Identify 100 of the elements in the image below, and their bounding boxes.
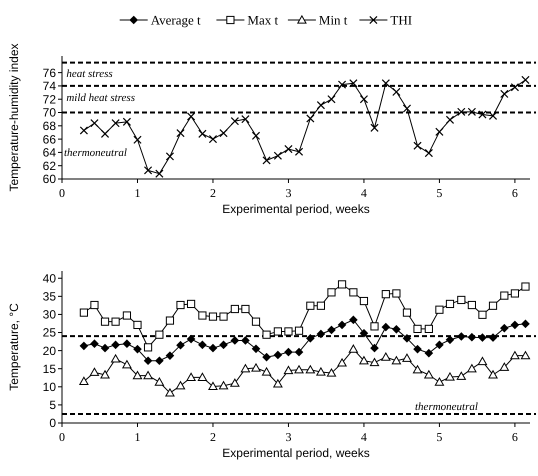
point <box>251 363 261 372</box>
x-tick-label: 0 <box>59 430 65 444</box>
point <box>316 101 326 110</box>
point <box>230 336 239 345</box>
point <box>338 280 346 288</box>
point <box>338 320 346 330</box>
point <box>478 110 487 119</box>
point <box>284 366 294 374</box>
point <box>80 126 88 135</box>
y-axis-title: Temperature, °C <box>7 302 21 391</box>
point <box>359 356 369 364</box>
point <box>510 289 520 298</box>
point <box>186 372 196 381</box>
y-tick-label: 66 <box>42 132 56 146</box>
point <box>478 310 487 319</box>
point <box>413 324 422 334</box>
x-tick-label: 6 <box>512 430 518 444</box>
point <box>360 296 368 306</box>
point <box>90 118 99 128</box>
y-tick-label: 70 <box>42 106 56 120</box>
point <box>100 370 110 378</box>
point <box>241 336 250 345</box>
x-tick-label: 4 <box>360 186 367 200</box>
point <box>382 322 390 332</box>
point <box>208 344 218 352</box>
point <box>218 381 228 390</box>
point <box>457 332 466 341</box>
point <box>273 379 282 388</box>
point <box>370 322 379 330</box>
point <box>488 302 498 310</box>
point <box>219 128 228 138</box>
y-tick-label: 5 <box>49 398 56 412</box>
point <box>412 365 422 374</box>
point <box>80 308 88 317</box>
point <box>402 354 412 362</box>
point <box>240 364 250 372</box>
point <box>424 324 433 334</box>
point <box>360 95 368 104</box>
point <box>252 132 260 140</box>
point <box>349 288 358 296</box>
point <box>262 353 271 362</box>
y-axis-title: Temperature-humidity index <box>7 43 21 192</box>
point <box>176 300 185 310</box>
point <box>306 334 314 342</box>
point <box>500 362 509 371</box>
point <box>122 311 132 320</box>
point <box>155 169 164 178</box>
point <box>478 333 487 342</box>
point <box>478 356 488 366</box>
x-tick-label: 2 <box>210 430 216 444</box>
point <box>208 134 218 144</box>
point <box>294 148 304 156</box>
point <box>316 302 326 310</box>
y-tick-label: 72 <box>42 92 56 106</box>
point <box>111 340 120 349</box>
point <box>392 88 401 96</box>
point <box>434 378 444 386</box>
point <box>284 348 293 356</box>
annotation: thermoneutral <box>64 146 127 159</box>
y-tick-label: 68 <box>42 119 56 134</box>
point <box>252 318 260 326</box>
point <box>316 367 326 376</box>
point <box>510 351 520 360</box>
point <box>392 325 400 334</box>
point <box>122 360 132 368</box>
point <box>241 304 250 314</box>
point <box>435 340 444 349</box>
annotation: thermoneutral <box>415 401 478 414</box>
point <box>468 108 476 116</box>
point <box>186 300 196 308</box>
point <box>413 345 422 354</box>
point <box>294 326 304 335</box>
legend-label: Average t <box>150 12 202 28</box>
point <box>488 333 498 342</box>
point <box>274 327 282 336</box>
y-tick-label: 10 <box>42 380 56 394</box>
point <box>316 330 326 338</box>
y-tick-label: 62 <box>42 158 56 173</box>
x-tick-label: 1 <box>134 430 140 444</box>
point <box>468 333 476 342</box>
point <box>166 316 174 325</box>
point <box>424 349 433 358</box>
point <box>413 142 422 150</box>
y-tick-label: 76 <box>42 66 56 80</box>
point <box>457 108 466 116</box>
point <box>349 316 358 324</box>
point <box>392 356 401 364</box>
point <box>457 296 466 304</box>
point <box>446 300 454 308</box>
point <box>402 104 412 113</box>
x-tick-label: 4 <box>360 430 367 444</box>
point <box>424 370 434 378</box>
point <box>370 124 379 132</box>
point <box>176 128 185 138</box>
point <box>241 114 250 124</box>
y-tick-label: 40 <box>42 271 56 286</box>
point <box>262 156 271 165</box>
point <box>326 368 336 377</box>
point <box>294 348 304 356</box>
point <box>252 344 260 353</box>
